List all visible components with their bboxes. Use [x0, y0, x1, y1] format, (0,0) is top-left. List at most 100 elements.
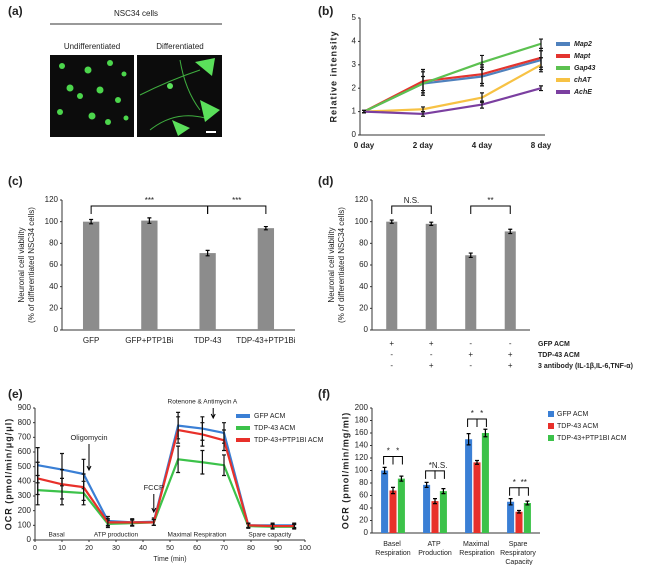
y-tick-label: 400	[18, 476, 32, 485]
error-bar	[176, 445, 181, 474]
bar	[473, 462, 481, 533]
y-axis-label: OCR (pmol/min/μg/μl)	[3, 418, 13, 531]
legend-label: TDP-43+PTP1BI ACM	[254, 437, 324, 444]
x-tick-label: 20	[85, 545, 93, 552]
treatment-label: TDP-43 ACM	[538, 352, 580, 359]
treatment-mark: +	[389, 339, 394, 348]
error-bar	[81, 473, 86, 501]
error-bar	[468, 252, 473, 259]
y-tick-label: 300	[18, 491, 32, 500]
panel-label: (e)	[8, 387, 23, 401]
image-caption: Differentiated	[156, 42, 203, 51]
treatment-mark: -	[390, 350, 393, 359]
bar	[523, 503, 531, 533]
error-bar	[475, 459, 479, 465]
y-axis-label: Neuronal cell viability	[327, 227, 336, 302]
bar	[386, 221, 398, 330]
error-bar	[362, 109, 366, 114]
y-axis-label: (% of differentiated NSC34 cells)	[27, 207, 36, 323]
error-bar	[35, 461, 40, 496]
treatment-mark: -	[509, 339, 512, 348]
arrow	[210, 408, 216, 420]
legend-label: GFP ACM	[254, 413, 286, 420]
y-tick-label: 40	[49, 282, 58, 291]
error-bar	[399, 475, 404, 482]
y-tick-label: 80	[359, 238, 368, 247]
treatment-mark: -	[390, 361, 393, 370]
significance-bracket	[383, 456, 394, 465]
error-bar	[480, 54, 484, 71]
error-bar	[441, 488, 446, 495]
y-tick-label: 120	[355, 195, 369, 204]
annotation: ATP production	[94, 532, 139, 539]
series-line	[363, 42, 542, 113]
y-tick-label: 0	[54, 325, 59, 334]
significance-label: N.S.	[432, 461, 448, 470]
bar	[141, 220, 158, 330]
x-tick-label: 4 day	[472, 141, 493, 150]
y-tick-label: 0	[352, 130, 357, 139]
error-bar	[539, 57, 543, 73]
legend-label: GFP ACM	[557, 411, 589, 418]
y-tick-label: 200	[355, 403, 369, 412]
y-tick-label: 100	[355, 466, 369, 475]
legend-label: Mapt	[574, 53, 591, 60]
x-tick-label: TDP-43+PTP1Bi	[236, 336, 296, 345]
error-bar	[480, 100, 484, 109]
x-tick-label: GFP	[83, 336, 99, 345]
error-bar	[539, 85, 543, 92]
significance-bracket	[470, 205, 511, 214]
error-bar	[517, 509, 521, 514]
treatment-mark: +	[508, 361, 513, 370]
x-tick-label: 2 day	[413, 141, 434, 150]
significance-label: *	[471, 409, 474, 418]
significance-bracket	[392, 456, 403, 465]
error-bar	[466, 433, 471, 446]
significance-label: **	[521, 478, 527, 487]
y-tick-label: 1	[352, 107, 357, 116]
y-tick-label: 0	[364, 325, 369, 334]
significance-label: ***	[145, 196, 154, 205]
legend-label: chAT	[574, 77, 592, 84]
treatment-mark: +	[508, 350, 513, 359]
legend-label: AchE	[573, 89, 592, 96]
bar	[465, 255, 477, 330]
y-tick-label: 40	[359, 282, 368, 291]
y-tick-label: 180	[355, 416, 369, 425]
image-title: NSC34 cells	[114, 9, 158, 18]
error-bar	[424, 481, 429, 488]
chart: (c) 0 20 40 60 80 100 120 Neuronal cell viabilit…	[8, 174, 296, 345]
y-tick-label: 700	[18, 432, 32, 441]
y-tick-label: 80	[359, 478, 368, 487]
x-tick-label: Spare Respiratory Capacity	[500, 541, 538, 565]
y-tick-label: 120	[45, 195, 59, 204]
x-axis-label: Time (min)	[153, 556, 186, 563]
error-bar	[130, 518, 135, 526]
x-tick-label: Basel Respiration	[375, 541, 411, 557]
error-bar	[147, 217, 152, 224]
y-tick-label: 100	[355, 217, 369, 226]
y-tick-label: 20	[359, 516, 368, 525]
bar	[82, 221, 100, 330]
treatment-mark: +	[429, 339, 434, 348]
legend-label: TDP-43 ACM	[557, 423, 598, 430]
chart: (d) 0 20 40 60 80 100 120 Neuronal cell viabilit…	[318, 174, 633, 370]
y-tick-label: 20	[359, 303, 368, 312]
y-tick-label: 100	[18, 520, 32, 529]
error-bar	[205, 249, 210, 257]
arrow	[151, 494, 157, 514]
annotation: Oligomycin	[70, 433, 107, 442]
panel-label: (b)	[318, 4, 333, 18]
x-tick-label: 0	[33, 545, 37, 552]
y-tick-label: 80	[49, 238, 58, 247]
bar	[389, 490, 397, 533]
legend-label: TDP-43+PTP1BI ACM	[557, 435, 627, 442]
error-bar	[382, 466, 387, 475]
error-bar	[222, 454, 226, 477]
bar	[381, 470, 389, 533]
x-tick-label: 90	[274, 545, 282, 552]
error-bar	[389, 219, 394, 224]
y-tick-label: 20	[49, 303, 58, 312]
